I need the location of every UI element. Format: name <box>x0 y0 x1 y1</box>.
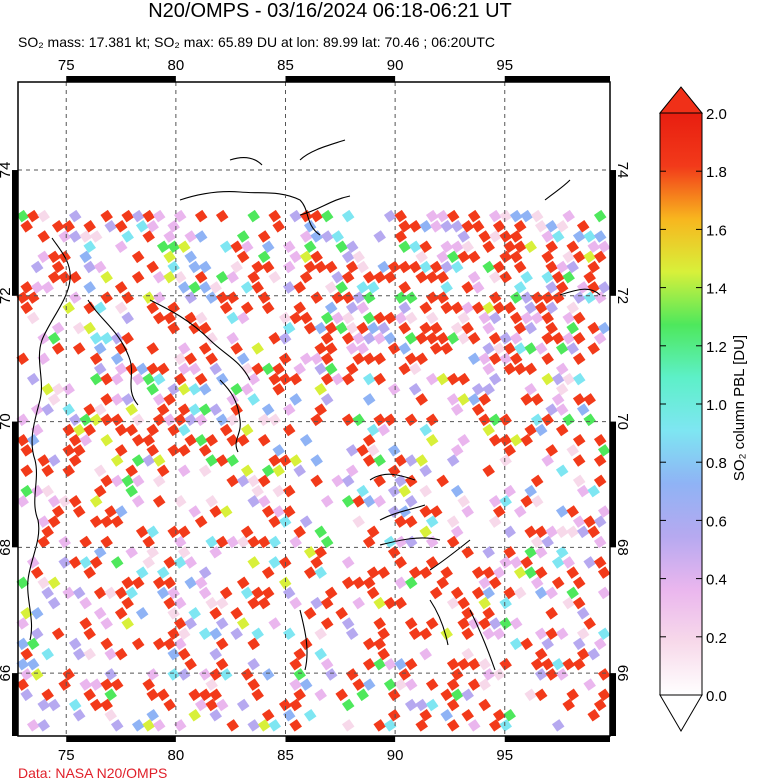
lat-label-left: 66 <box>0 665 14 682</box>
lat-label-right: 66 <box>614 665 631 682</box>
lat-label-right: 70 <box>614 413 631 430</box>
colorbar-tick-label: 0.0 <box>706 688 727 705</box>
lat-label-right: 74 <box>614 162 631 179</box>
colorbar-tick-label: 0.8 <box>706 455 727 472</box>
latitude-labels-right: 74 72 70 68 66 <box>614 162 631 682</box>
lat-label-right: 72 <box>614 287 631 304</box>
colorbar-tick-label: 1.4 <box>706 281 727 298</box>
lat-label-left: 68 <box>0 539 14 556</box>
map-subtitle: SO₂ mass: 17.381 kt; SO₂ max: 65.89 DU a… <box>18 34 495 50</box>
map-background <box>18 82 610 736</box>
coastline-layer <box>27 139 601 671</box>
colorbar-tick-label: 0.2 <box>706 630 727 647</box>
longitude-labels-top: 75 80 85 90 95 <box>58 57 513 74</box>
data-credit: Data: NASA N20/OMPS <box>18 765 168 781</box>
lon-label-bottom: 75 <box>58 747 75 764</box>
colorbar-label: SO₂ column PBL [DU] <box>731 335 748 481</box>
coastline-east <box>544 179 601 296</box>
map-title: N20/OMPS - 03/16/2024 06:18-06:21 UT <box>148 0 512 22</box>
lon-label-bottom: 95 <box>496 747 513 764</box>
so2-pixel-layer <box>16 209 611 732</box>
lat-label-right: 68 <box>614 539 631 556</box>
colorbar-ticks: 0.0 0.2 0.4 0.6 0.8 1.0 1.2 1.4 1.6 1.8 2.0 <box>660 106 727 705</box>
coastline-gulf <box>179 191 321 236</box>
lon-label-top: 75 <box>58 57 75 74</box>
lon-label-top: 95 <box>496 57 513 74</box>
colorbar-tick-label: 1.6 <box>706 222 727 239</box>
lon-label-bottom: 80 <box>168 747 185 764</box>
coastline-taymyr <box>229 139 351 216</box>
coastline-yenisei <box>219 379 241 453</box>
colorbar-gradient <box>659 112 703 696</box>
colorbar-tick-label: 2.0 <box>706 106 727 123</box>
colorbar-max-arrow <box>658 86 704 114</box>
coastline-gydan <box>87 299 251 406</box>
longitude-labels-bottom: 75 80 85 90 95 <box>58 747 513 764</box>
lat-label-left: 72 <box>0 287 14 304</box>
lon-label-bottom: 85 <box>277 747 294 764</box>
colorbar-tick-label: 1.2 <box>706 339 727 356</box>
lon-label-top: 90 <box>387 57 404 74</box>
lat-label-left: 74 <box>0 162 14 179</box>
graticule <box>18 82 610 736</box>
coastline-lakes <box>369 473 471 571</box>
colorbar-min-arrow <box>659 694 703 732</box>
coastline-rivers <box>299 599 496 671</box>
latitude-labels-left: 74 72 70 68 66 <box>0 162 14 682</box>
colorbar-tick-label: 0.4 <box>706 572 727 589</box>
lat-label-left: 70 <box>0 413 14 430</box>
colorbar-tick-label: 0.6 <box>706 513 727 530</box>
coastline-yamal <box>27 237 71 641</box>
lon-label-top: 85 <box>277 57 294 74</box>
colorbar-tick-label: 1.0 <box>706 397 727 414</box>
lon-label-top: 80 <box>168 57 185 74</box>
lon-label-bottom: 90 <box>387 747 404 764</box>
frame-tick-bars <box>12 76 616 742</box>
colorbar-tick-label: 1.8 <box>706 164 727 181</box>
